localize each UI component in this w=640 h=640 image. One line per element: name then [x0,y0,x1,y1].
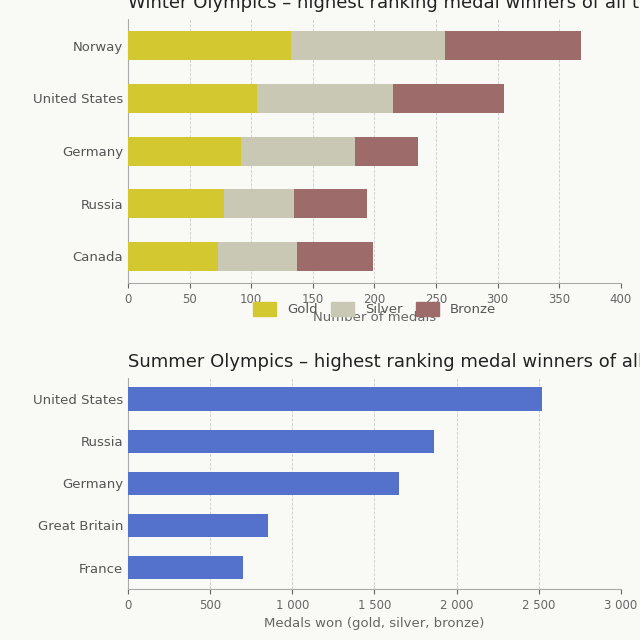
Bar [393,84,504,113]
Text: Winter Olympics – highest ranking medal winners of all time: Winter Olympics – highest ranking medal … [128,0,640,12]
Bar [128,31,291,60]
X-axis label: Number of medals: Number of medals [313,311,436,324]
Bar [128,472,399,495]
Bar [241,136,355,166]
Bar [128,514,268,537]
Bar [294,189,367,218]
Bar [128,84,257,113]
Bar [218,242,297,271]
Bar [291,31,445,60]
Bar [128,242,218,271]
Bar [355,136,417,166]
Text: Summer Olympics – highest ranking medal winners of all time: Summer Olympics – highest ranking medal … [128,353,640,371]
Bar [128,136,241,166]
Bar [445,31,581,60]
Bar [128,556,243,579]
Bar [257,84,393,113]
Legend: Gold, Silver, Bronze: Gold, Silver, Bronze [247,297,502,322]
Bar [224,189,294,218]
Bar [297,242,373,271]
X-axis label: Medals won (gold, silver, bronze): Medals won (gold, silver, bronze) [264,617,484,630]
Bar [128,429,435,452]
Bar [128,387,542,411]
Bar [128,189,224,218]
